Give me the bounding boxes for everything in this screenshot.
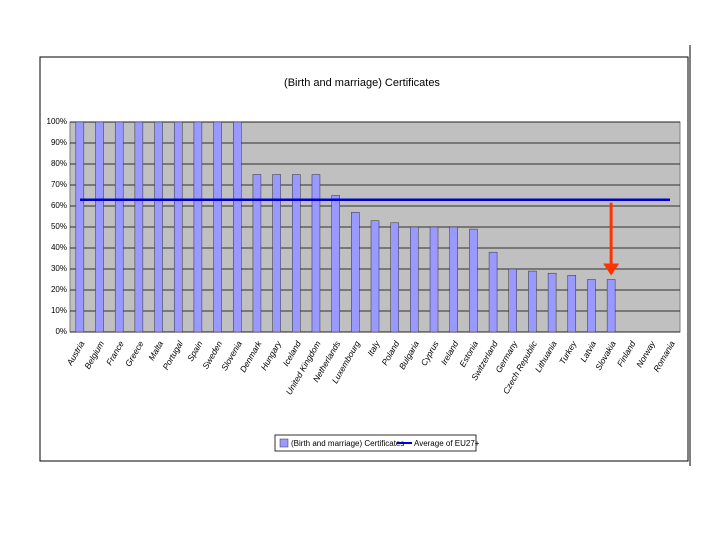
y-tick-label: 20% (51, 285, 67, 294)
bar (528, 270, 537, 333)
y-tick-label: 60% (51, 201, 67, 210)
bar (429, 226, 439, 333)
bar (114, 121, 124, 333)
bar (587, 279, 596, 333)
chart-title: (Birth and marriage) Certificates (284, 77, 440, 89)
bar (351, 212, 360, 333)
bar (547, 272, 557, 333)
y-tick-label: 30% (51, 264, 67, 273)
y-tick-label: 40% (51, 243, 67, 252)
bar (272, 174, 281, 333)
bar (606, 279, 616, 333)
bar (75, 121, 85, 333)
bar (469, 228, 478, 333)
arrow-head (603, 263, 620, 276)
legend-label: (Birth and marriage) Certificates (291, 439, 404, 448)
bar (508, 268, 517, 333)
bar (488, 251, 498, 333)
bar (193, 121, 203, 333)
y-tick-label: 0% (55, 327, 67, 336)
bar (311, 174, 321, 333)
bar (173, 121, 183, 333)
y-tick-label: 70% (51, 180, 67, 189)
bar (252, 174, 262, 333)
bar (370, 220, 380, 333)
legend-label: Average of EU27+ (414, 439, 480, 448)
y-tick-label: 100% (47, 117, 67, 126)
bar (292, 174, 301, 333)
bar (134, 121, 144, 333)
y-tick-label: 50% (51, 222, 67, 231)
bar (567, 275, 577, 333)
y-tick-label: 90% (51, 138, 67, 147)
legend-box (274, 434, 477, 452)
bar (233, 121, 242, 333)
bar (410, 226, 419, 333)
y-tick-label: 10% (51, 306, 67, 315)
legend-swatch (279, 438, 289, 448)
bar (95, 121, 104, 333)
bar (154, 121, 163, 333)
y-tick-label: 80% (51, 159, 67, 168)
bar (449, 226, 458, 333)
bar (331, 195, 340, 333)
bar (390, 222, 399, 333)
bar (213, 121, 222, 333)
